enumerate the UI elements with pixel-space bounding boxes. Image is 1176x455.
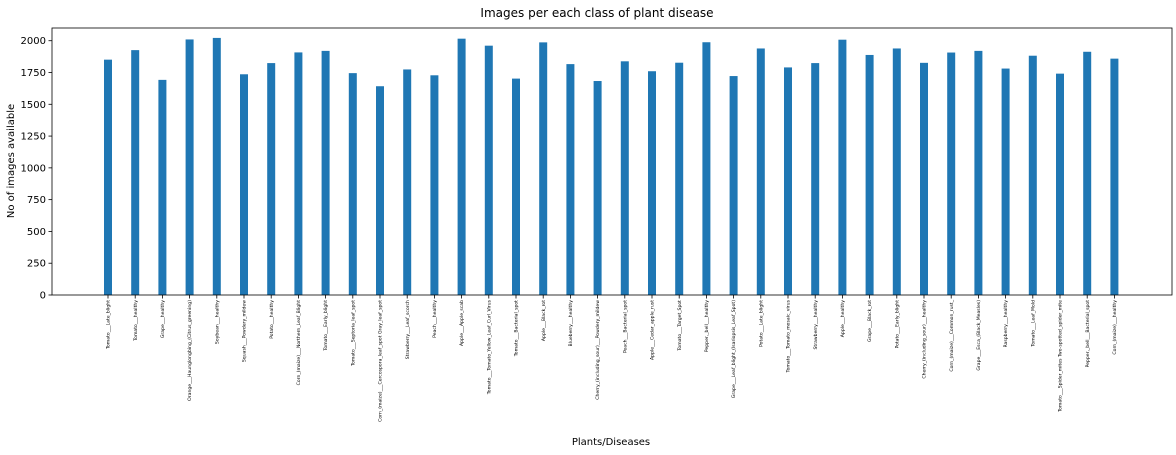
x-tick-label: Tomato___healthy (133, 300, 139, 342)
y-tick-label: 1250 (21, 132, 46, 143)
bar (729, 76, 738, 295)
x-tick-label: Apple___Apple_scab (459, 300, 465, 346)
x-tick-label: Strawberry___healthy (813, 300, 819, 350)
x-tick-label: Tomato___Tomato_mosaic_virus (786, 299, 792, 373)
bar (756, 48, 765, 295)
bar (321, 50, 330, 296)
x-tick-label: Tomato___Leaf_Mold (1030, 300, 1036, 348)
x-tick-label: Peach___healthy (432, 300, 438, 338)
x-tick-label: Grape___healthy (160, 300, 166, 338)
y-tick-label: 750 (27, 195, 46, 206)
x-tick-label: Potato___healthy (269, 300, 275, 339)
bar (1056, 73, 1064, 295)
bar (865, 54, 874, 295)
bar (811, 63, 820, 295)
bar (376, 86, 384, 295)
bar (648, 71, 656, 295)
y-tick-label: 1000 (21, 163, 46, 174)
x-tick-label: Tomato___Spider_mites Two-spotted_spider… (1058, 300, 1064, 413)
bar (430, 75, 439, 295)
bar (185, 39, 194, 295)
x-tick-label: Grape___Black_rot (867, 300, 873, 342)
bar (1083, 51, 1092, 296)
x-tick-label: Grape___Esca_(Black_Measles) (976, 300, 982, 371)
bar (593, 81, 602, 295)
bar (403, 69, 412, 295)
x-tick-label: Raspberry___healthy (1003, 300, 1009, 348)
x-tick-label: Tomato___Late_blight (106, 300, 112, 350)
y-tick-label: 1750 (21, 68, 46, 79)
bars-group (104, 37, 1119, 296)
y-tick-label: 2000 (21, 36, 46, 47)
x-tick-label: Tomato___Septoria_leaf_spot (350, 300, 356, 367)
x-tick-label: Apple___Cedar_apple_rust (650, 300, 656, 360)
bar (620, 61, 629, 295)
plot-frame (51, 27, 1173, 296)
y-tick-label: 0 (40, 291, 46, 302)
bar (947, 52, 956, 295)
x-axis: Tomato___Late_blight Tomato___healthy Grap… (106, 295, 1118, 422)
y-axis-label: No of images available (6, 104, 17, 218)
bar (784, 67, 792, 296)
bar (457, 38, 466, 296)
bar (240, 74, 248, 295)
x-tick-label: Potato___Late_blight (758, 300, 764, 347)
bar (702, 42, 711, 295)
bar (1110, 58, 1119, 295)
x-tick-label: Apple___Black_rot (541, 300, 547, 341)
x-tick-label: Potato___Early_blight (894, 300, 900, 349)
x-tick-label: Pepper,_bell___Bacterial_spot (1085, 300, 1091, 368)
x-tick-label: Tomato___Early_blight (323, 300, 329, 352)
x-tick-label: Tomato___Bacterial_spot (514, 300, 520, 357)
x-tick-label: Corn_(maize)___Cercospora_leaf_spot Gray… (378, 300, 384, 422)
x-tick-label: Corn_(maize)___Common_rust_ (949, 299, 955, 371)
bar (539, 42, 548, 295)
x-tick-label: Pepper,_bell___healthy (704, 300, 710, 352)
x-tick-label: Apple___healthy (840, 300, 846, 338)
x-tick-label: Peach___Bacterial_spot (622, 300, 628, 353)
bar (512, 78, 520, 295)
x-tick-label: Cherry_(including_sour)___healthy (922, 300, 928, 379)
bar (484, 45, 493, 296)
bar (675, 62, 684, 296)
bar (158, 79, 167, 295)
bar (838, 39, 847, 295)
bar (267, 63, 276, 295)
x-tick-label: Grape___Leaf_blight_(Isariopsis_Leaf_Spo… (731, 300, 737, 398)
bar (131, 50, 140, 295)
bar (566, 64, 575, 295)
x-tick-label: Blueberry___healthy (568, 300, 574, 347)
x-tick-label: Corn_(maize)___healthy (1112, 300, 1118, 355)
x-tick-label: Orange___Haunglongbing_(Citrus_greening) (187, 300, 193, 401)
chart-title: Images per each class of plant disease (480, 6, 713, 20)
bar (892, 48, 901, 295)
x-tick-label: Strawberry___Leaf_scorch (405, 300, 411, 359)
bar (104, 59, 112, 296)
y-axis: 0 250 500 750 1000 1250 1500 1750 2000 (21, 36, 52, 302)
bar (920, 62, 928, 295)
x-tick-label: Corn_(maize)___Northern_Leaf_Blight (296, 300, 302, 386)
bar (212, 37, 221, 295)
x-tick-label: Squash___Powdery_mildew (242, 300, 248, 362)
y-tick-label: 250 (27, 259, 46, 270)
bar (294, 52, 303, 295)
x-tick-label: Tomato___Tomato_Yellow_Leaf_Curl_Virus (486, 299, 492, 395)
x-axis-label: Plants/Diseases (572, 437, 650, 448)
x-tick-label: Tomato___Target_Spot (677, 300, 683, 352)
x-tick-label: Cherry_(including_sour)___Powdery_mildew (595, 300, 601, 400)
y-tick-label: 1500 (21, 100, 46, 111)
bar (974, 50, 983, 296)
bar (1028, 55, 1037, 295)
bar (348, 73, 357, 295)
y-tick-label: 500 (27, 227, 46, 238)
bar (1001, 68, 1010, 296)
x-tick-label: Soybean___healthy (214, 300, 220, 344)
